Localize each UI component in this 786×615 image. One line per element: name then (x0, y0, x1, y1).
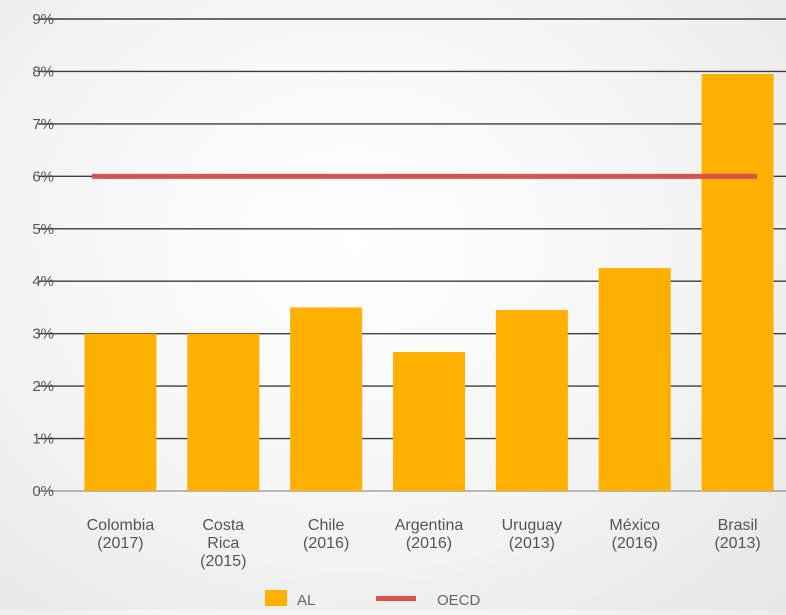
bar-series-al (84, 74, 773, 491)
x-tick-label-line: (2016) (406, 535, 452, 552)
legend-label-oecd: OECD (437, 592, 481, 609)
x-tick-label-line: (2017) (97, 535, 143, 552)
x-tick-label-line: Colombia (87, 517, 155, 534)
x-tick-label-line: Brasil (718, 517, 758, 534)
x-tick-label: Uruguay (2013) (502, 517, 562, 552)
legend-swatch-oecd (376, 596, 416, 601)
y-tick-label: 0% (32, 483, 54, 500)
x-tick-label-line: Rica (207, 535, 239, 552)
x-tick-label-line: México (609, 517, 660, 534)
y-tick-label: 5% (32, 221, 54, 238)
x-tick-label-line: (2016) (303, 535, 349, 552)
bar (496, 310, 568, 491)
y-tick-label: 9% (32, 11, 54, 28)
x-tick-label: Argentina (2016) (395, 517, 464, 552)
y-tick-label: 2% (32, 378, 54, 395)
y-tick-label: 8% (32, 63, 54, 80)
x-tick-label-line: Argentina (395, 517, 464, 534)
legend: AL OECD (265, 590, 481, 609)
bar (290, 307, 362, 491)
x-tick-label-line: Chile (308, 517, 345, 534)
bar (393, 352, 465, 491)
x-axis-tick-labels: Colombia (2017)Costa Rica (2015)Chile (2016)… (87, 517, 761, 570)
x-tick-label: Costa Rica (2015) (200, 517, 246, 570)
y-tick-label: 1% (32, 431, 54, 448)
x-tick-label-line: (2015) (200, 553, 246, 570)
bar (187, 334, 259, 491)
x-tick-label: Chile (2016) (303, 517, 349, 552)
legend-swatch-al (265, 590, 287, 606)
y-tick-label: 7% (32, 116, 54, 133)
y-axis-tick-labels: 0% 1% 2% 3% 4% 5% 6% 7% 8% 9% (32, 11, 54, 500)
x-tick-label-line: (2016) (612, 535, 658, 552)
x-tick-label: México (2016) (609, 517, 660, 552)
x-tick-label-line: (2013) (714, 535, 760, 552)
bar (599, 268, 671, 491)
bar (702, 74, 774, 491)
x-tick-label: Brasil (2013) (714, 517, 760, 552)
legend-label-al: AL (297, 592, 315, 609)
x-tick-label-line: Uruguay (502, 517, 562, 534)
x-tick-label-line: Costa (202, 517, 244, 534)
y-tick-label: 6% (32, 168, 54, 185)
x-tick-label-line: (2013) (509, 535, 555, 552)
y-tick-label: 3% (32, 326, 54, 343)
x-tick-label: Colombia (2017) (87, 517, 155, 552)
bar (84, 334, 156, 491)
y-tick-label: 4% (32, 273, 54, 290)
